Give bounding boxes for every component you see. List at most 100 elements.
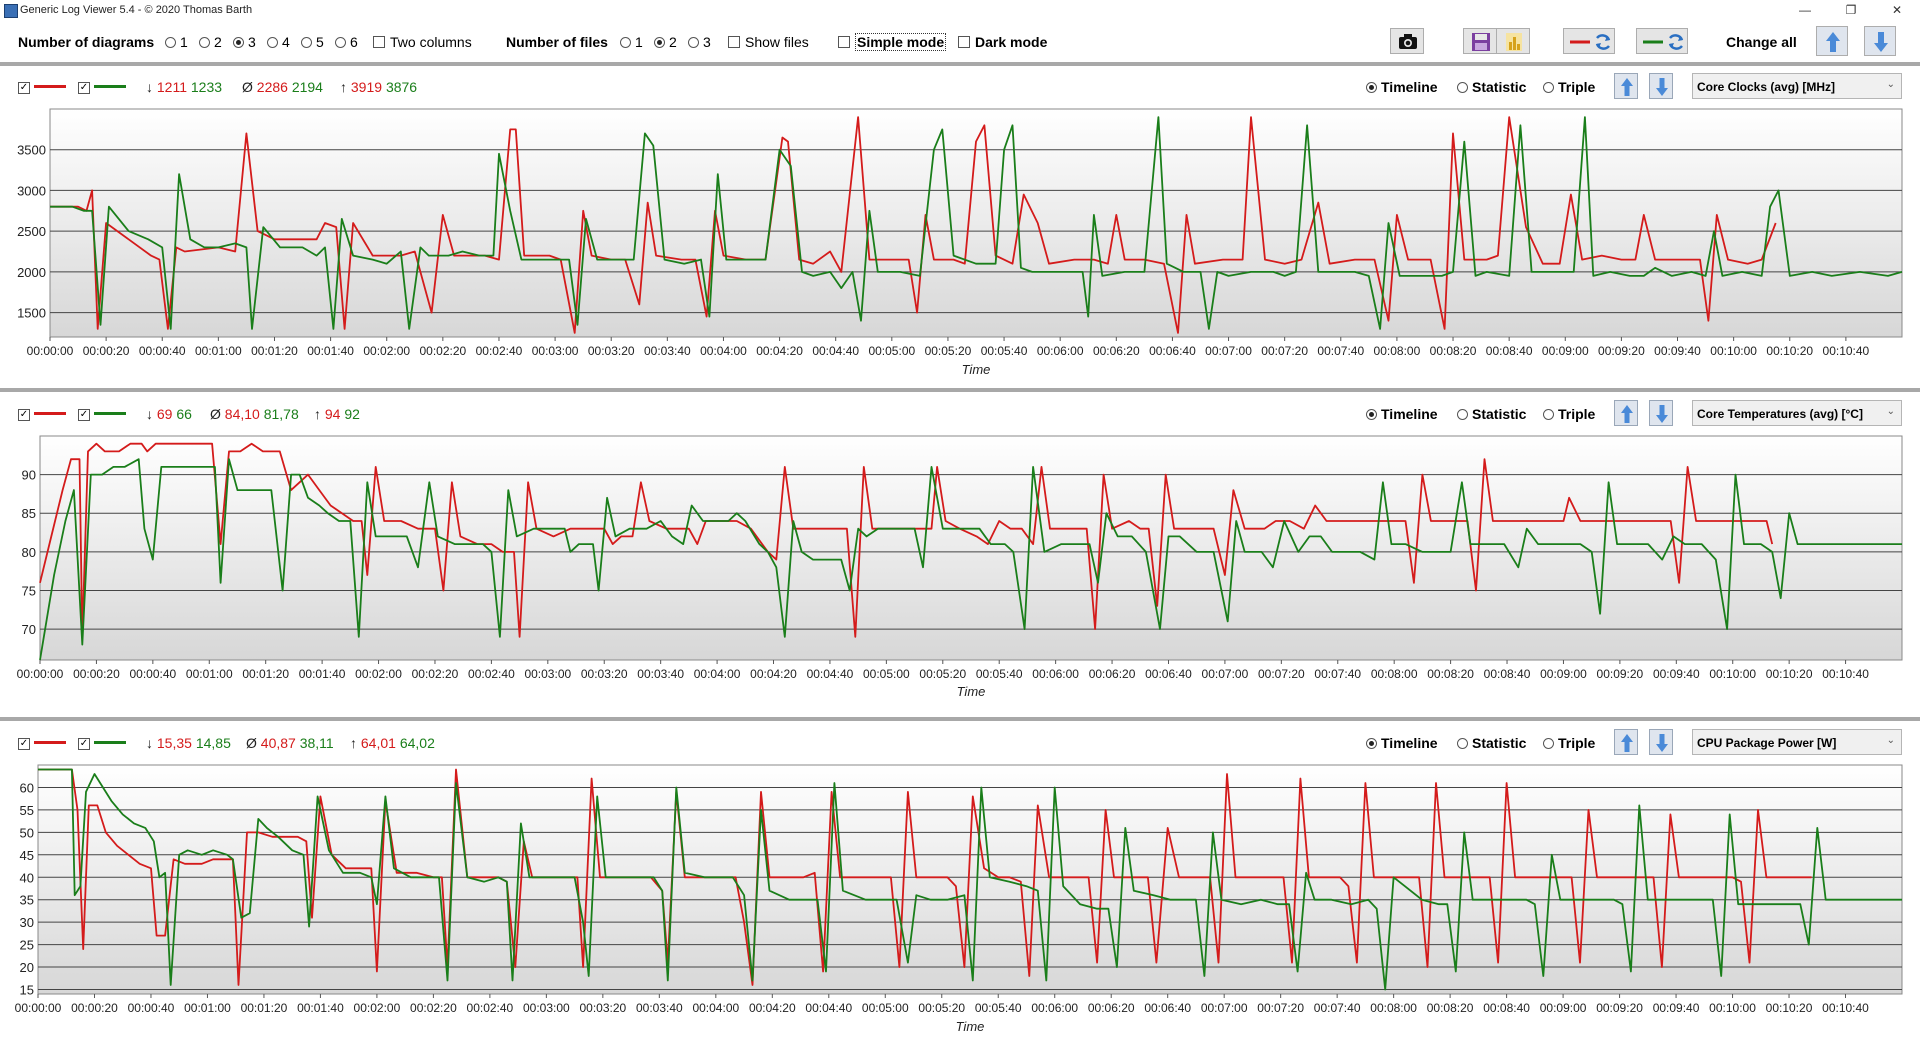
x-tick-label: 00:02:40 <box>476 344 523 358</box>
diagram-panel-2: ✓ ✓ ↓ 69 66 Ø 84,10 81,78 ↑ 94 92 Timeli… <box>0 398 1920 710</box>
checkbox-icon <box>958 36 970 49</box>
move-down-all-button[interactable] <box>1864 26 1896 56</box>
save-icon <box>1472 33 1490 51</box>
x-tick-label: 00:07:40 <box>1317 344 1364 358</box>
series2-swatch <box>94 741 126 744</box>
camera-button[interactable] <box>1390 28 1424 54</box>
view-triple-radio[interactable]: Triple <box>1543 406 1595 422</box>
radio-icon <box>1543 81 1554 93</box>
files-option-2[interactable]: 2 <box>654 34 677 50</box>
diagrams-option-1[interactable]: 1 <box>165 34 188 50</box>
series2-visible-checkbox[interactable]: ✓ <box>78 409 90 421</box>
move-up-button[interactable] <box>1614 73 1638 99</box>
separator <box>0 388 1920 392</box>
x-axis-label: Time <box>957 684 986 699</box>
view-statistic-radio[interactable]: Statistic <box>1457 735 1526 751</box>
panel-header: ✓ ✓ ↓ 69 66 Ø 84,10 81,78 ↑ 94 92 Timeli… <box>0 398 1920 430</box>
move-up-all-button[interactable] <box>1816 26 1848 56</box>
view-triple-radio[interactable]: Triple <box>1543 735 1595 751</box>
move-down-button[interactable] <box>1649 73 1673 99</box>
maximize-button[interactable]: ❐ <box>1845 3 1857 17</box>
series1-visible-checkbox[interactable]: ✓ <box>18 409 30 421</box>
series1-visible-checkbox[interactable]: ✓ <box>18 82 30 94</box>
x-tick-label: 00:06:20 <box>1089 667 1136 681</box>
radio-selected-icon <box>1366 81 1377 93</box>
series-line-1 <box>39 442 1774 638</box>
window-title: Generic Log Viewer 5.4 - © 2020 Thomas B… <box>20 4 253 16</box>
x-tick-label: 00:00:00 <box>17 667 64 681</box>
metric-select[interactable]: Core Temperatures (avg) [°C] ⌄ <box>1692 400 1902 426</box>
y-tick-label: 3500 <box>17 143 46 158</box>
show-files-checkbox[interactable]: Show files <box>728 34 809 50</box>
series2-visible-checkbox[interactable]: ✓ <box>78 82 90 94</box>
chart-button[interactable] <box>1496 28 1530 54</box>
x-tick-label: 00:03:40 <box>644 344 691 358</box>
x-tick-label: 00:06:00 <box>1032 667 1079 681</box>
diagrams-option-6[interactable]: 6 <box>335 34 358 50</box>
series-line-2 <box>39 458 1902 661</box>
avg-stat: Ø 84,10 81,78 <box>210 406 299 422</box>
view-timeline-radio[interactable]: Timeline <box>1366 79 1438 95</box>
x-tick-label: 00:07:00 <box>1202 667 1249 681</box>
files-option-3[interactable]: 3 <box>688 34 711 50</box>
x-tick-label: 00:10:40 <box>1822 1001 1869 1015</box>
x-tick-label: 00:03:00 <box>532 344 579 358</box>
panel-header: ✓ ✓ ↓ 1211 1233 Ø 2286 2194 ↑ 3919 3876 … <box>0 71 1920 103</box>
line-chart: 1500 2000 2500 3000 3500 00:00:00 00:00:20 00:0… <box>17 108 1903 377</box>
series1-swatch <box>34 85 66 88</box>
move-down-button[interactable] <box>1649 729 1673 755</box>
metric-select[interactable]: CPU Package Power [W] ⌄ <box>1692 729 1902 755</box>
diagrams-option-5[interactable]: 5 <box>301 34 324 50</box>
arrow-up-icon <box>1826 32 1840 52</box>
swap-red-button[interactable] <box>1563 28 1615 54</box>
separator <box>0 62 1920 66</box>
chevron-down-icon: ⌄ <box>1886 406 1895 417</box>
diagrams-option-3[interactable]: 3 <box>233 34 256 50</box>
y-tick-label: 50 <box>20 825 34 840</box>
view-timeline-radio[interactable]: Timeline <box>1366 735 1438 751</box>
checkbox-icon <box>373 36 385 49</box>
x-tick-label: 00:10:20 <box>1766 344 1813 358</box>
view-timeline-radio[interactable]: Timeline <box>1366 406 1438 422</box>
x-tick-label: 00:06:20 <box>1093 344 1140 358</box>
x-tick-label: 00:00:40 <box>139 344 186 358</box>
radio-selected-icon <box>1366 408 1377 420</box>
x-tick-label: 00:02:20 <box>412 667 459 681</box>
files-option-1[interactable]: 1 <box>620 34 643 50</box>
diagrams-option-2[interactable]: 2 <box>199 34 222 50</box>
swap-green-button[interactable] <box>1636 28 1688 54</box>
radio-selected-icon <box>654 36 665 48</box>
view-statistic-radio[interactable]: Statistic <box>1457 406 1526 422</box>
x-tick-label: 00:08:40 <box>1483 1001 1530 1015</box>
two-columns-checkbox[interactable]: Two columns <box>373 34 472 50</box>
swap-green-icon <box>1643 34 1684 50</box>
simple-mode-checkbox[interactable]: Simple mode <box>838 33 947 51</box>
x-tick-label: 00:10:40 <box>1822 667 1869 681</box>
x-tick-label: 00:09:40 <box>1654 344 1701 358</box>
checkbox-icon <box>838 36 850 49</box>
x-tick-label: 00:09:20 <box>1597 667 1644 681</box>
y-tick-label: 2500 <box>17 224 46 239</box>
y-tick-label: 55 <box>20 803 34 818</box>
save-button[interactable] <box>1463 28 1497 54</box>
move-down-button[interactable] <box>1649 400 1673 426</box>
change-all-label: Change all <box>1726 34 1797 50</box>
metric-select[interactable]: Core Clocks (avg) [MHz] ⌄ <box>1692 73 1902 99</box>
move-up-button[interactable] <box>1614 729 1638 755</box>
diagram-panel-1: ✓ ✓ ↓ 1211 1233 Ø 2286 2194 ↑ 3919 3876 … <box>0 71 1920 387</box>
x-tick-label: 00:01:20 <box>241 1001 288 1015</box>
y-tick-label: 20 <box>20 960 34 975</box>
view-statistic-radio[interactable]: Statistic <box>1457 79 1526 95</box>
series1-visible-checkbox[interactable]: ✓ <box>18 738 30 750</box>
x-tick-label: 00:05:40 <box>976 667 1023 681</box>
diagrams-option-4[interactable]: 4 <box>267 34 290 50</box>
series2-visible-checkbox[interactable]: ✓ <box>78 738 90 750</box>
move-up-button[interactable] <box>1614 400 1638 426</box>
x-tick-label: 00:08:40 <box>1484 667 1531 681</box>
arrow-up-icon <box>1621 734 1633 752</box>
x-tick-label: 00:04:20 <box>750 667 797 681</box>
dark-mode-checkbox[interactable]: Dark mode <box>958 34 1047 50</box>
view-triple-radio[interactable]: Triple <box>1543 79 1595 95</box>
close-button[interactable]: ✕ <box>1891 3 1903 17</box>
minimize-button[interactable]: — <box>1799 3 1811 17</box>
